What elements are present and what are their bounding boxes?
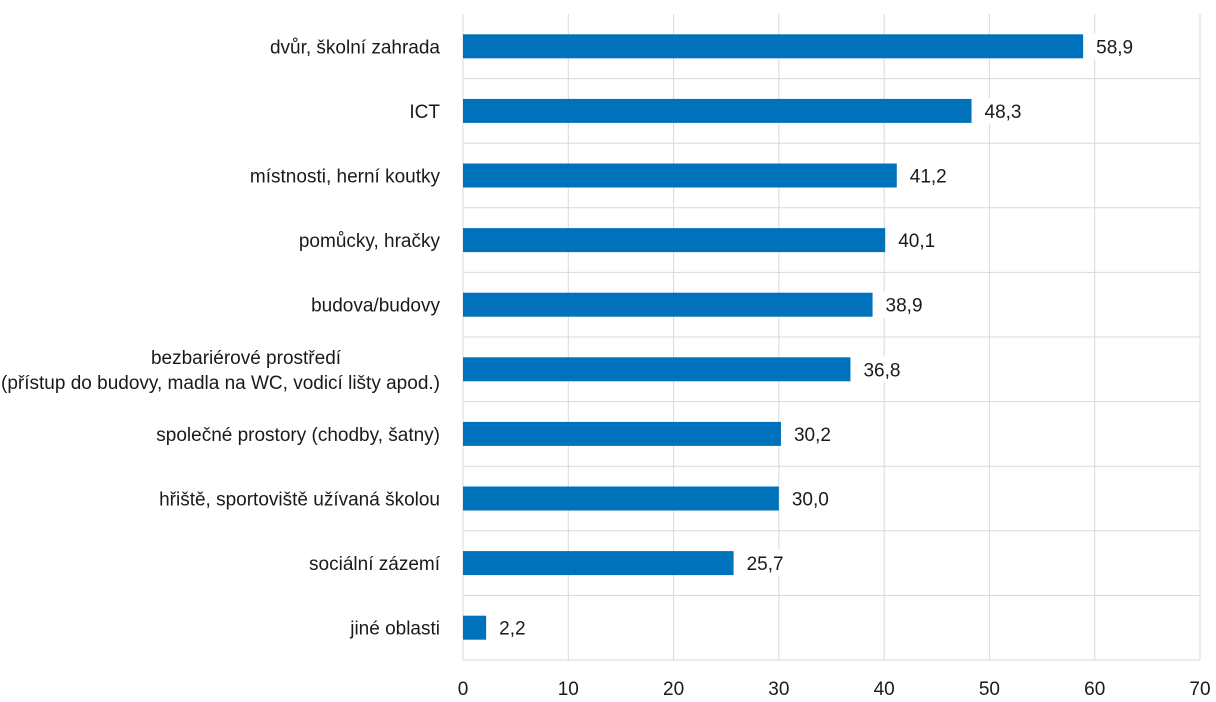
category-label: ICT	[409, 102, 440, 123]
x-tick-label: 30	[768, 679, 789, 700]
value-label: 41,2	[910, 167, 947, 188]
category-label: pomůcky, hračky	[299, 231, 441, 252]
category-label: (přístup do budovy, madla na WC, vodicí …	[1, 373, 440, 394]
category-label: místnosti, herní koutky	[250, 167, 441, 188]
value-label-bg	[977, 97, 1032, 124]
value-label-bg	[856, 356, 911, 383]
bar	[463, 486, 779, 511]
bar	[463, 228, 886, 253]
x-tick-label: 40	[874, 679, 895, 700]
x-tick-label: 50	[979, 679, 1000, 700]
value-label-bg	[739, 550, 794, 577]
value-label-bg	[492, 614, 537, 641]
value-label: 48,3	[985, 102, 1022, 123]
bar	[463, 98, 972, 123]
bar	[463, 421, 781, 446]
bar	[463, 34, 1084, 59]
value-label: 38,9	[886, 296, 923, 317]
value-label-bg	[786, 420, 841, 447]
value-label-bg	[878, 291, 933, 318]
value-label: 2,2	[499, 619, 525, 640]
bar	[463, 163, 897, 188]
bar	[463, 551, 734, 576]
value-label-bg	[891, 227, 946, 254]
category-label: hřiště, sportoviště užívaná školou	[159, 490, 440, 511]
x-tick-label: 20	[663, 679, 684, 700]
x-tick-label: 60	[1084, 679, 1105, 700]
value-label: 30,0	[792, 490, 829, 511]
category-label: společné prostory (chodby, šatny)	[156, 425, 440, 446]
x-tick-label: 0	[458, 679, 469, 700]
category-label: bezbariérové prostředí	[151, 348, 342, 369]
value-label-bg	[784, 485, 839, 512]
category-label: budova/budovy	[311, 296, 440, 317]
bar	[463, 615, 487, 640]
x-tick-label: 70	[1189, 679, 1210, 700]
value-label: 36,8	[863, 360, 900, 381]
bar	[463, 292, 873, 317]
value-label: 30,2	[794, 425, 831, 446]
x-tick-label: 10	[558, 679, 579, 700]
category-label: jiné oblasti	[349, 619, 440, 640]
bar	[463, 357, 851, 382]
value-label-bg	[1089, 33, 1144, 60]
category-label: dvůr, školní zahrada	[270, 37, 440, 58]
value-label: 58,9	[1096, 37, 1133, 58]
category-label: sociální zázemí	[309, 554, 441, 575]
value-label-bg	[902, 162, 957, 189]
value-label: 25,7	[747, 554, 784, 575]
value-label: 40,1	[898, 231, 935, 252]
